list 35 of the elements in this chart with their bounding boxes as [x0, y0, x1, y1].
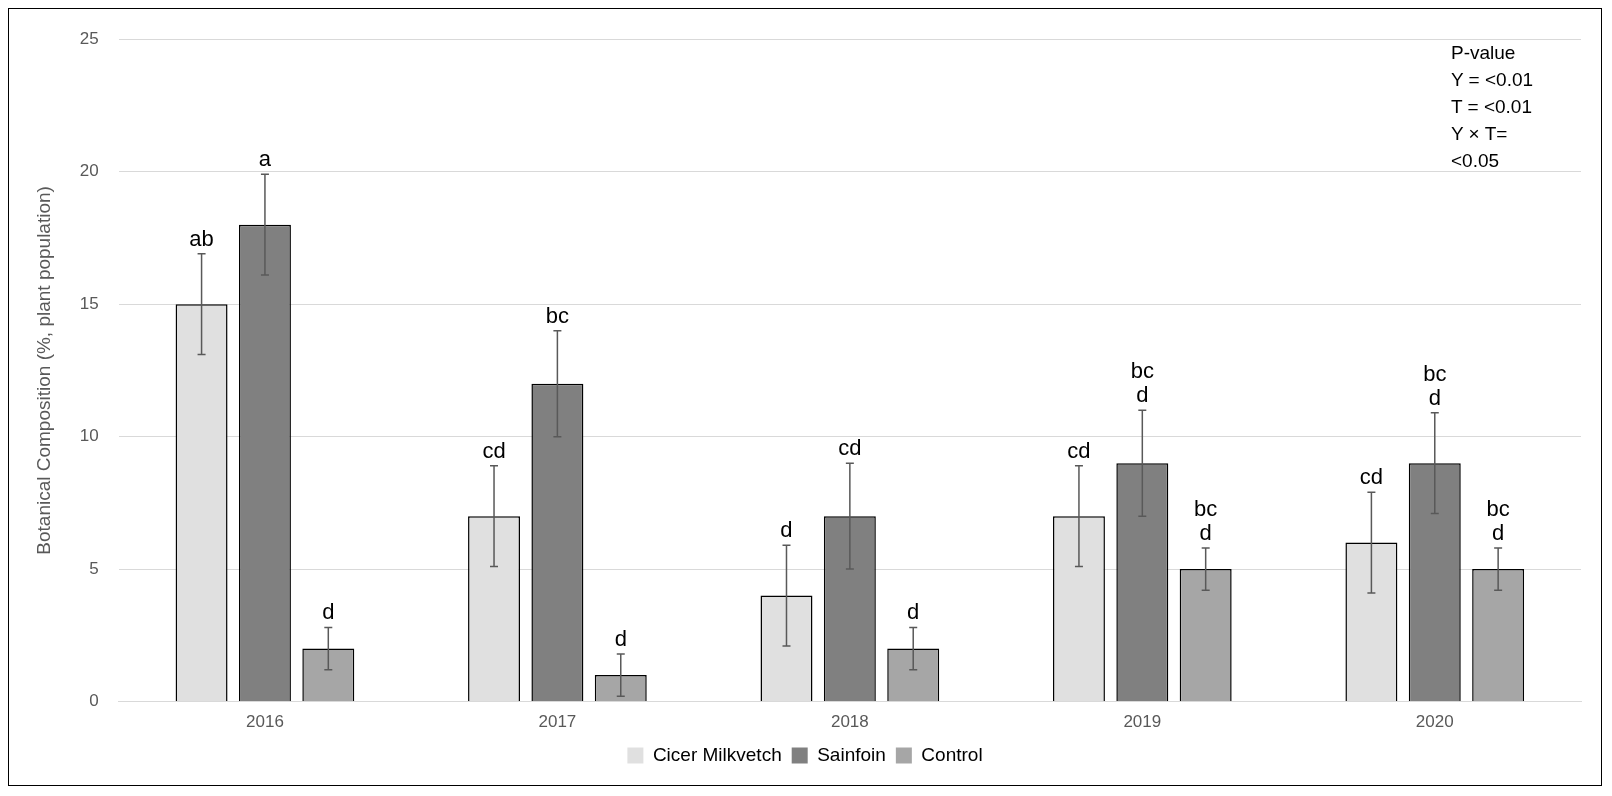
- x-tick-label: 2020: [1415, 712, 1454, 732]
- y-tick-label: 15: [79, 293, 99, 313]
- data-label: bc d: [1486, 495, 1510, 545]
- annotation: <0.05: [1451, 149, 1500, 171]
- data-label: d: [780, 517, 793, 543]
- data-label: bc: [545, 302, 570, 328]
- data-label: cd: [1359, 464, 1384, 490]
- data-label: d: [322, 599, 335, 625]
- data-label: d: [907, 599, 920, 625]
- data-label: cd: [1067, 437, 1091, 463]
- data-label: a: [258, 146, 272, 172]
- x-tick-label: 2018: [830, 712, 869, 732]
- legend-label: Control: [921, 743, 983, 765]
- y-tick-label: 20: [79, 161, 99, 181]
- data-label: bc d: [1130, 358, 1154, 408]
- legend-label: Sainfoin: [817, 743, 886, 765]
- y-axis-title: Botanical Composition (%, plant population): [32, 186, 54, 555]
- legend-label: Cicer Milkvetch: [652, 743, 782, 765]
- x-tick-label: 2019: [1123, 712, 1162, 732]
- data-label: bc d: [1194, 495, 1218, 545]
- annotation: T = <0.01: [1451, 95, 1532, 117]
- y-tick-label: 0: [89, 691, 99, 711]
- data-label: d: [614, 625, 627, 651]
- annotation: Y × T=: [1451, 122, 1508, 144]
- data-label: cd: [838, 435, 862, 461]
- data-label: bc d: [1423, 360, 1447, 410]
- y-tick-label: 10: [79, 426, 99, 446]
- data-label: ab: [189, 225, 214, 251]
- data-label: cd: [482, 437, 506, 463]
- annotation: P-value: [1451, 41, 1516, 63]
- x-tick-label: 2017: [538, 712, 577, 732]
- y-tick-label: 5: [89, 558, 99, 578]
- y-tick-label: 25: [79, 28, 99, 48]
- annotation: Y = <0.01: [1451, 68, 1534, 90]
- x-tick-label: 2016: [246, 712, 284, 732]
